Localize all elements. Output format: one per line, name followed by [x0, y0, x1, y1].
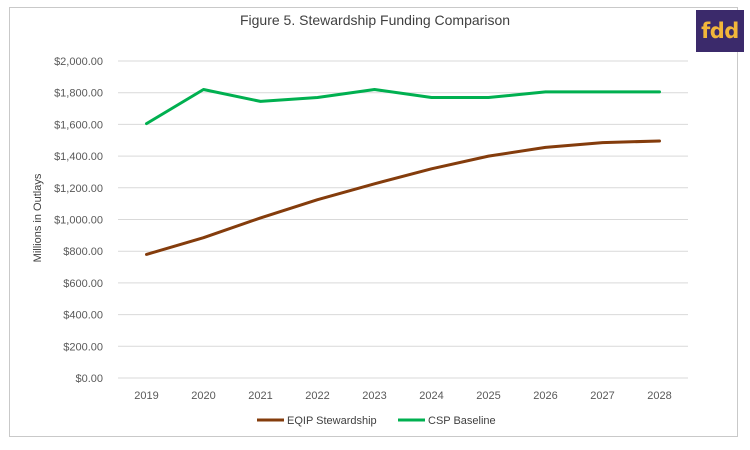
- x-tick-label: 2025: [476, 390, 500, 402]
- y-tick-label: $0.00: [75, 373, 103, 385]
- series-line-1: [145, 139, 661, 256]
- x-tick-label: 2024: [419, 390, 443, 402]
- legend-label: CSP Baseline: [428, 415, 496, 427]
- y-axis-title: Millions in Outlays: [32, 173, 44, 262]
- y-tick-label: $800.00: [63, 246, 103, 258]
- y-tick-label: $600.00: [63, 278, 103, 290]
- chart-frame: [9, 7, 738, 437]
- x-tick-label: 2021: [248, 390, 272, 402]
- legend-label: EQIP Stewardship: [287, 415, 377, 427]
- series-line-2: [145, 88, 661, 126]
- x-tick-label: 2027: [590, 390, 614, 402]
- y-axis-ticks: $0.00 $200.00 $400.00 $600.00 $800.00 $1,000.…: [54, 56, 103, 385]
- x-tick-label: 2023: [362, 390, 386, 402]
- x-axis-ticks: 2019 2020 2021 2022 2023 2024 2025 2026 2027 2028: [134, 390, 671, 402]
- chart-title: Figure 5. Stewardship Funding Comparison: [239, 12, 511, 28]
- y-tick-label: $1,000.00: [54, 215, 103, 227]
- x-tick-label: 2022: [305, 390, 329, 402]
- y-tick-label: $400.00: [63, 310, 103, 322]
- gridlines: [118, 60, 688, 379]
- x-tick-label: 2019: [134, 390, 158, 402]
- fdd-logo: fdd: [696, 10, 744, 52]
- y-tick-label: $2,000.00: [54, 56, 103, 68]
- legend: EQIP Stewardship CSP Baseline: [257, 415, 496, 427]
- y-tick-label: $1,800.00: [54, 88, 103, 100]
- y-tick-label: $200.00: [63, 341, 103, 353]
- x-tick-label: 2026: [533, 390, 557, 402]
- y-tick-label: $1,400.00: [54, 151, 103, 163]
- x-tick-label: 2028: [647, 390, 671, 402]
- series-lines: [145, 88, 661, 256]
- y-tick-label: $1,200.00: [54, 183, 103, 195]
- y-tick-label: $1,600.00: [54, 119, 103, 131]
- x-tick-label: 2020: [191, 390, 215, 402]
